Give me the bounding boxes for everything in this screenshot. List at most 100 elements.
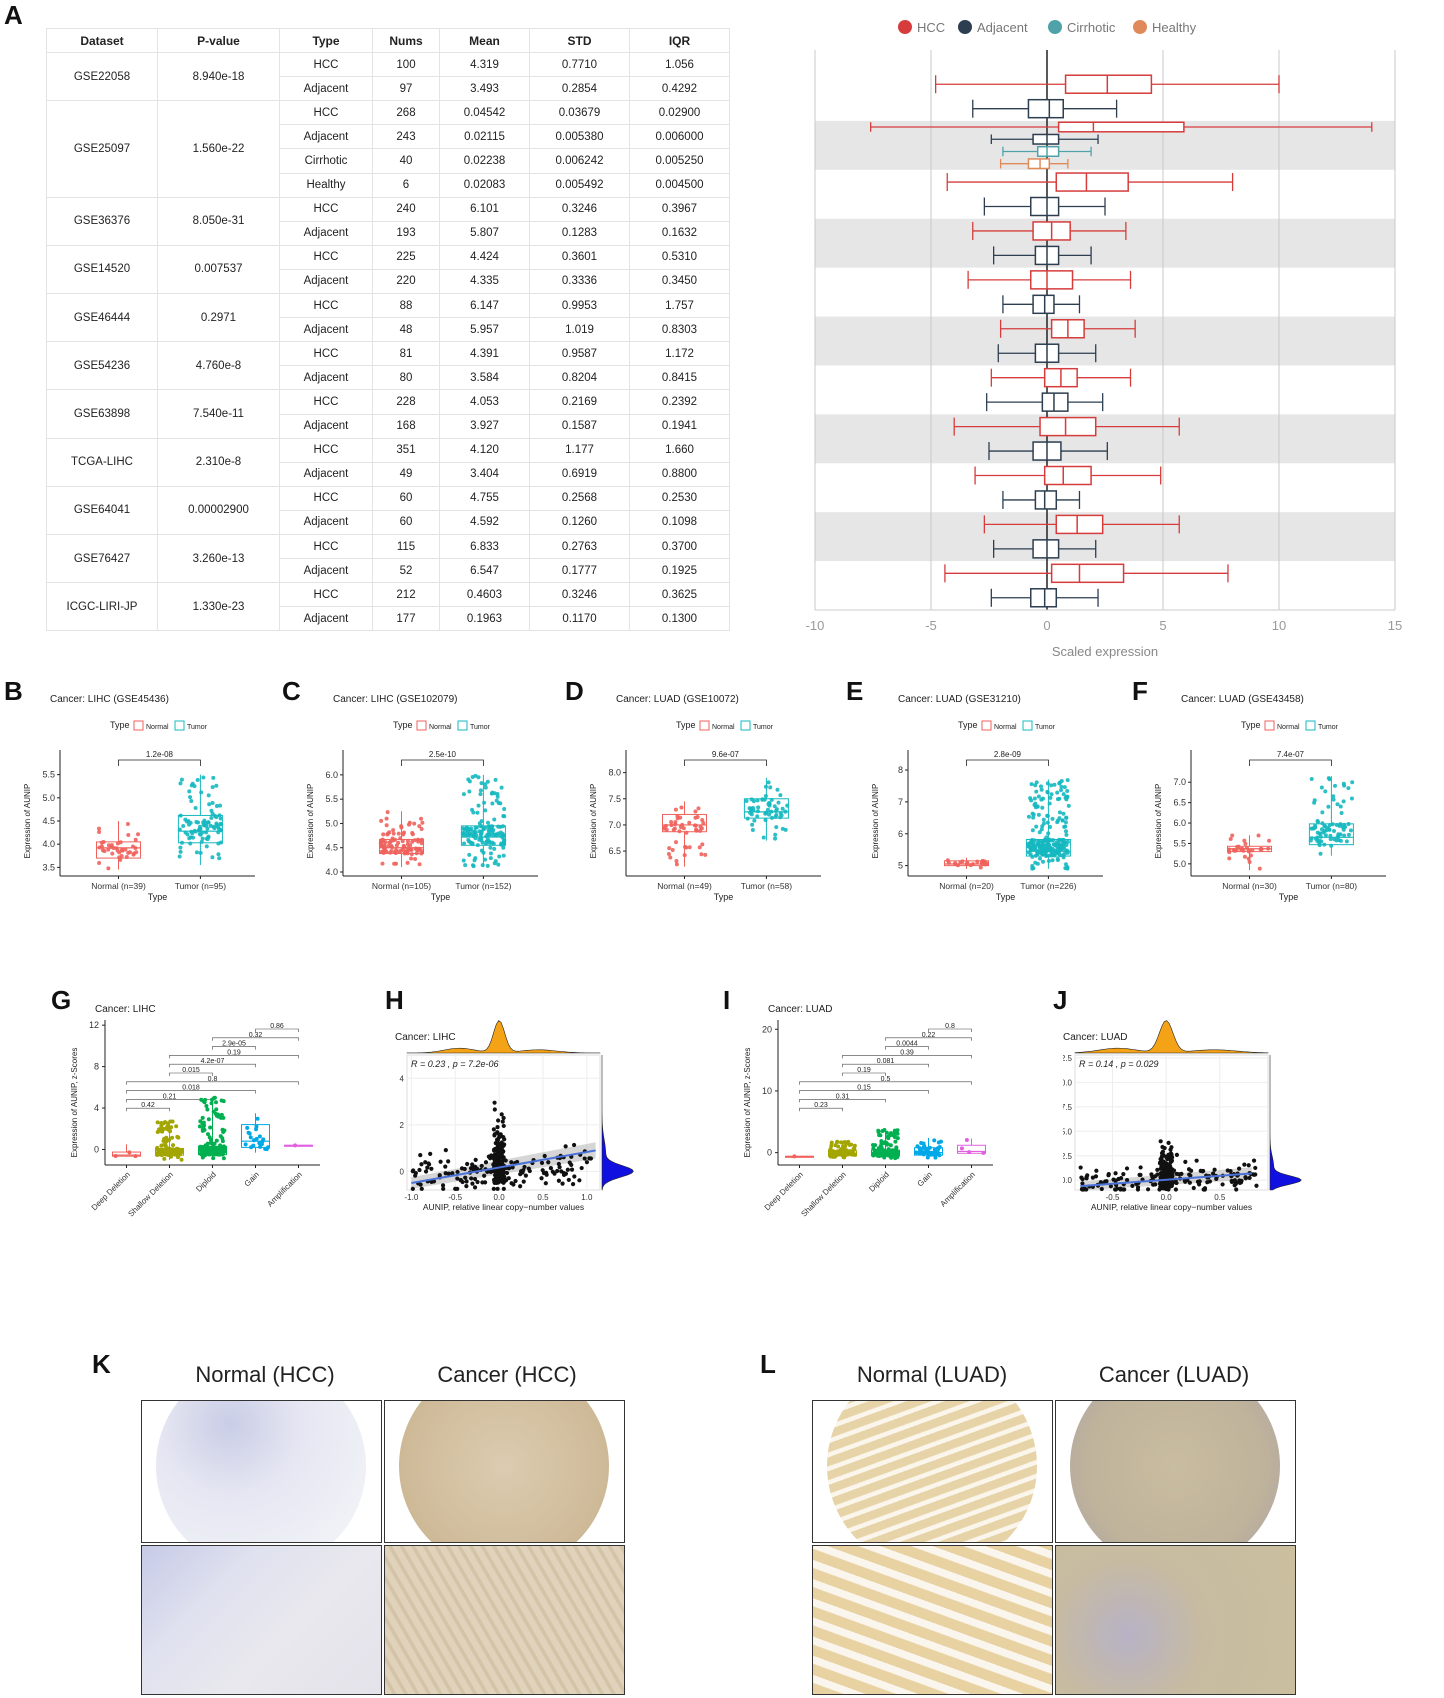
data-point: [1166, 1140, 1171, 1145]
cell-mean: 3.927: [439, 413, 530, 439]
data-point: [398, 836, 403, 841]
data-point: [765, 807, 770, 812]
legend-label-adjacent: Adjacent: [977, 20, 1028, 35]
data-point: [197, 1124, 202, 1129]
data-point: [201, 1120, 206, 1125]
panel-label-h: H: [385, 985, 404, 1015]
cell-nums: 228: [372, 389, 440, 415]
data-point: [1065, 848, 1070, 853]
row-shade: [815, 316, 1395, 366]
cell-std: 0.005380: [529, 124, 630, 150]
y-tick-label: 4.5: [325, 843, 338, 853]
box-hcc: [1030, 270, 1074, 290]
data-point: [1251, 1158, 1257, 1163]
comparison-bracket: [126, 1107, 170, 1112]
data-point: [852, 1143, 857, 1148]
x-tick-label: Normal (n=39): [91, 881, 146, 891]
comparison-pvalue: 0.23: [814, 1102, 828, 1109]
data-point: [429, 1166, 434, 1171]
cell-type: Adjacent: [279, 268, 373, 295]
cell-mean: 0.4603: [439, 582, 530, 608]
data-point: [392, 861, 397, 866]
data-point: [472, 1176, 478, 1182]
data-point: [293, 1143, 298, 1148]
data-point: [703, 852, 708, 857]
data-point: [255, 1116, 260, 1121]
data-point: [1308, 838, 1313, 843]
data-point: [879, 1139, 884, 1144]
col-header-mean: Mean: [439, 27, 530, 54]
data-point: [1315, 819, 1320, 824]
data-point: [1045, 820, 1050, 825]
data-point: [165, 1146, 170, 1151]
box-hcc: [1057, 121, 1185, 133]
data-point: [1322, 842, 1327, 847]
legend-title: Type: [676, 720, 696, 730]
data-point: [180, 840, 185, 845]
data-point: [179, 777, 184, 782]
data-point: [160, 1143, 165, 1148]
data-point: [541, 1170, 547, 1176]
data-point: [1248, 853, 1253, 858]
data-point: [197, 824, 202, 829]
cell-type: Adjacent: [279, 317, 373, 343]
col-header-std: STD: [529, 27, 630, 54]
data-point: [178, 813, 183, 818]
data-point: [1066, 803, 1071, 808]
data-point: [438, 1159, 443, 1164]
data-point: [1164, 1155, 1169, 1160]
comparison-pvalue: 0.22: [922, 1032, 936, 1039]
box-hcc: [1055, 514, 1104, 535]
data-point: [495, 1186, 500, 1191]
data-point: [1311, 826, 1316, 831]
data-point: [487, 832, 492, 837]
data-point: [413, 1171, 418, 1176]
data-point: [556, 1161, 561, 1167]
data-point: [496, 862, 501, 867]
data-point: [1029, 838, 1034, 843]
data-point: [219, 1098, 224, 1103]
data-point: [384, 823, 389, 828]
data-point: [384, 816, 389, 821]
data-point: [248, 1135, 253, 1140]
data-point: [383, 840, 388, 845]
cell-dataset: ICGC-LIRI-JP: [46, 582, 158, 632]
data-point: [1158, 1172, 1164, 1177]
data-point: [1155, 1167, 1160, 1172]
chart-h-lihc-scatter: Cancer: LIHC -1.0 -0.5 0.0 0.5 1.0 0 2 4 AUNIP, r…: [395, 1020, 634, 1212]
ihc-title-cancer-luad: Cancer (LUAD): [1098, 1362, 1250, 1387]
data-point: [425, 1165, 430, 1170]
pvalue-label: 2.5e-10: [429, 750, 457, 759]
x-tick-label: Normal (n=30): [1222, 881, 1277, 891]
data-point: [177, 1150, 182, 1155]
data-point: [497, 1171, 502, 1176]
col-header-iqr: IQR: [629, 27, 730, 54]
data-point: [842, 1152, 847, 1157]
data-point: [478, 788, 483, 793]
data-point: [502, 1174, 507, 1179]
comparison-bracket: [169, 1055, 299, 1059]
comparison-bracket: [799, 1107, 843, 1112]
comparison-bracket: [212, 1046, 256, 1050]
data-point: [453, 1186, 458, 1191]
cell-dataset: GSE22058: [46, 52, 158, 102]
x-tick-label: 15: [1388, 618, 1402, 633]
data-point: [169, 1154, 174, 1159]
data-point: [1047, 837, 1052, 842]
ihc-normal-hcc-overview: [141, 1400, 382, 1543]
data-point: [1113, 1171, 1118, 1176]
data-point: [193, 806, 198, 811]
comparison-pvalue: 0.15: [857, 1085, 871, 1092]
data-point: [397, 849, 402, 854]
legend-title: Type: [1241, 720, 1261, 730]
data-point: [1240, 846, 1245, 851]
data-point: [1189, 1168, 1194, 1173]
data-point: [450, 1171, 455, 1176]
data-point: [673, 807, 678, 812]
cell-nums: 52: [372, 558, 440, 584]
data-point: [919, 1141, 924, 1146]
data-point: [701, 821, 706, 826]
chart-title: Cancer: LUAD (GSE43458): [1181, 694, 1304, 705]
data-point: [520, 1170, 525, 1175]
x-tick-label: Gain: [243, 1170, 261, 1188]
